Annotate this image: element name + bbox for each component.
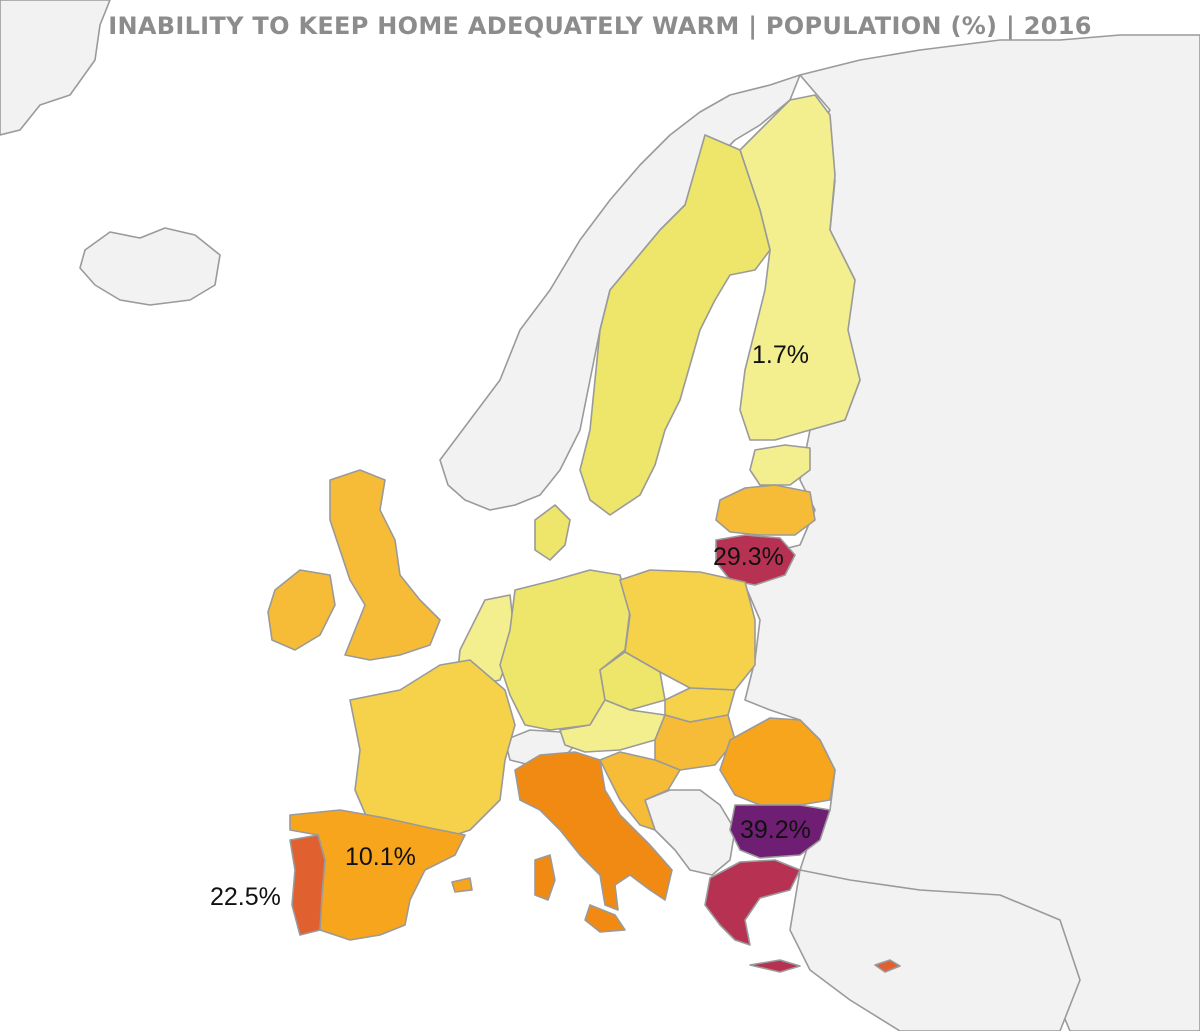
bulgaria-value-label: 39.2% [740,816,811,844]
latvia[interactable] [715,484,816,536]
portugal[interactable] [289,834,326,936]
finland-value-label: 1.7% [752,341,809,369]
bulgaria[interactable] [729,804,831,859]
turkey [789,869,1081,1031]
norway [439,74,801,511]
iceland [79,227,221,306]
denmark[interactable] [534,504,571,561]
balearic-islands[interactable] [451,877,473,893]
spain-value-label: 10.1% [345,843,416,871]
romania[interactable] [719,717,836,806]
lithuania[interactable] [715,534,796,586]
sweden[interactable] [579,134,771,516]
united-kingdom[interactable] [329,469,441,661]
portugal-value-label: 22.5% [210,883,281,911]
crete[interactable] [749,959,801,973]
poland[interactable] [619,569,756,691]
balkans-non-eu [644,789,736,876]
cyprus[interactable] [874,959,901,973]
finland[interactable] [739,94,861,441]
greenland [0,0,111,136]
sicily[interactable] [584,904,626,933]
map-title: INABILITY TO KEEP HOME ADEQUATELY WARM |… [108,12,1092,40]
italy[interactable] [514,751,673,911]
lithuania-value-label: 29.3% [713,543,784,571]
ireland[interactable] [267,569,336,651]
greece[interactable] [704,859,801,946]
france[interactable] [349,659,516,841]
croatia[interactable] [599,751,681,831]
estonia[interactable] [749,444,811,486]
sardinia[interactable] [534,854,556,901]
